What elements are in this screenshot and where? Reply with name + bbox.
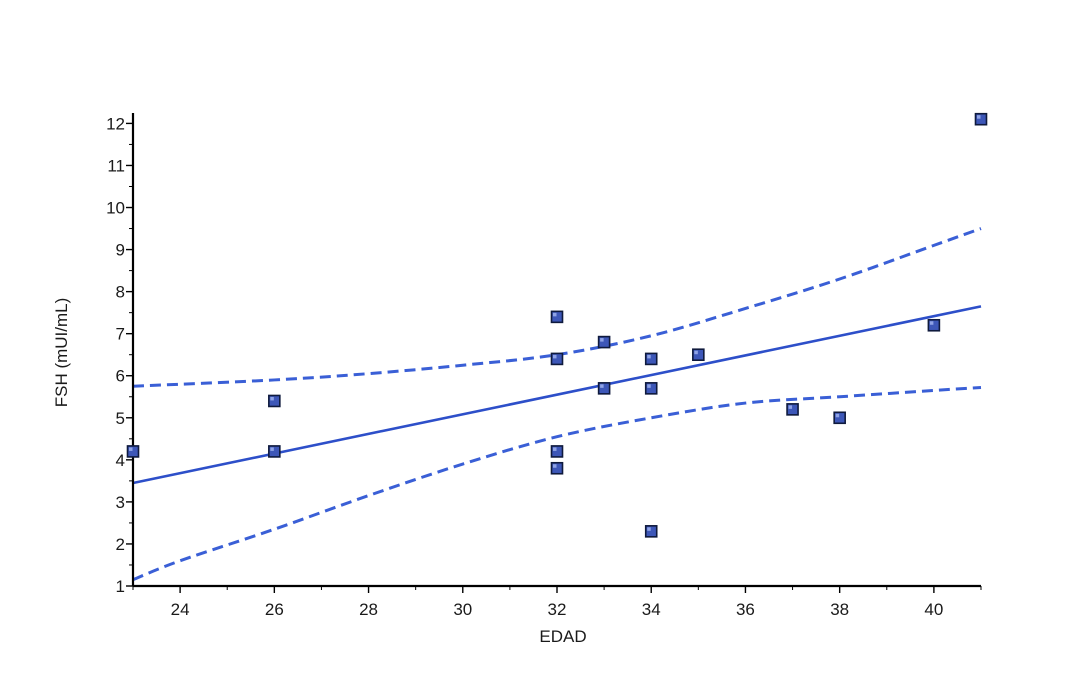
- data-point: [692, 348, 705, 362]
- x-tick-label: 30: [453, 600, 472, 619]
- data-point-marker: [268, 394, 281, 408]
- data-point-highlight: [600, 384, 604, 388]
- data-point-highlight: [553, 464, 557, 468]
- y-tick-label: 3: [116, 493, 125, 512]
- data-point-marker: [644, 382, 658, 395]
- data-point-highlight: [977, 115, 981, 119]
- data-point: [974, 112, 988, 126]
- data-point: [550, 352, 564, 366]
- data-point-marker: [550, 445, 564, 458]
- x-tick-label: 34: [642, 600, 661, 619]
- data-point-highlight: [600, 338, 604, 342]
- data-point-highlight: [647, 384, 651, 388]
- data-point: [786, 403, 799, 416]
- data-point-highlight: [929, 321, 934, 325]
- data-point-highlight: [647, 354, 651, 359]
- data-point-marker: [644, 525, 658, 538]
- x-tick-label: 38: [830, 600, 849, 619]
- data-points-layer: [126, 112, 988, 538]
- x-axis-title: EDAD: [539, 627, 586, 646]
- data-point-marker: [597, 382, 611, 395]
- data-point-highlight: [553, 312, 557, 317]
- data-point: [644, 352, 658, 366]
- data-point: [644, 525, 658, 538]
- data-point-marker: [126, 445, 140, 458]
- x-tick-label: 32: [548, 600, 567, 619]
- data-point-highlight: [553, 354, 557, 359]
- data-point: [597, 382, 611, 395]
- data-point: [550, 461, 564, 475]
- y-tick-label: 5: [116, 409, 125, 428]
- data-point: [550, 310, 564, 324]
- data-point: [268, 445, 281, 458]
- x-tick-label: 28: [359, 600, 378, 619]
- y-tick-label: 11: [107, 156, 125, 175]
- x-tick-label: 24: [171, 600, 190, 619]
- ci-lower-line: [132, 386, 982, 582]
- data-point-highlight: [835, 413, 840, 418]
- y-tick-label: 7: [116, 325, 125, 344]
- y-tick-label: 9: [116, 241, 125, 260]
- data-point: [927, 318, 941, 332]
- y-tick-label: 4: [116, 451, 125, 470]
- y-tick-label: 1: [116, 577, 125, 596]
- data-point-highlight: [788, 405, 793, 409]
- x-tick-label: 26: [265, 600, 284, 619]
- y-tick-label: 12: [106, 114, 125, 133]
- data-point: [597, 335, 611, 349]
- data-point-marker: [550, 310, 564, 324]
- data-point-marker: [692, 348, 705, 362]
- data-point: [268, 394, 281, 408]
- data-point-highlight: [647, 527, 651, 531]
- data-point-marker: [597, 335, 611, 349]
- y-tick-label: 10: [106, 199, 125, 218]
- data-point-marker: [833, 411, 846, 425]
- data-point-highlight: [129, 447, 133, 451]
- y-tick-label: 8: [116, 283, 125, 302]
- confidence-band-layer: [132, 227, 982, 582]
- data-point-highlight: [270, 396, 274, 401]
- data-point-marker: [268, 445, 281, 458]
- data-point: [550, 445, 564, 458]
- data-point: [126, 445, 140, 458]
- data-point-marker: [644, 352, 658, 366]
- data-point-highlight: [553, 447, 557, 451]
- data-point: [644, 382, 658, 395]
- data-point-highlight: [694, 350, 698, 355]
- data-point-marker: [974, 112, 988, 126]
- data-point-marker: [550, 461, 564, 475]
- y-tick-label: 2: [116, 535, 125, 554]
- ci-upper-line: [132, 227, 982, 388]
- data-point-marker: [927, 318, 941, 332]
- y-tick-label: 6: [116, 367, 125, 386]
- data-point-highlight: [270, 447, 274, 451]
- y-axis-title: FSH (mUI/mL): [52, 298, 71, 408]
- x-tick-label: 36: [736, 600, 755, 619]
- data-point-marker: [786, 403, 799, 416]
- data-point: [833, 411, 846, 425]
- data-point-marker: [550, 352, 564, 366]
- x-tick-label: 40: [924, 600, 943, 619]
